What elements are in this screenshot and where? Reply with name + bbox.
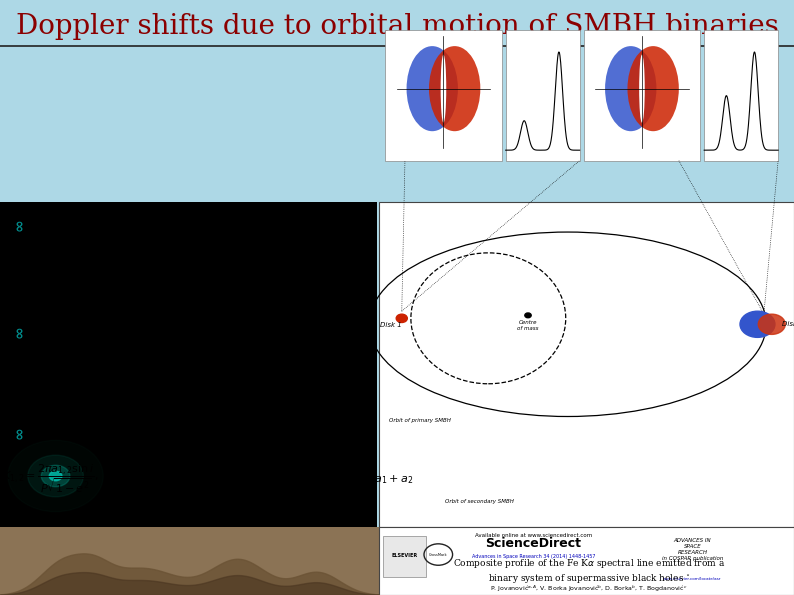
Ellipse shape (441, 55, 446, 123)
Text: ScienceDirect: ScienceDirect (486, 537, 581, 550)
Text: Composite profile of the Fe K$\alpha$ spectral line emitted from a
binary system: Composite profile of the Fe K$\alpha$ sp… (453, 558, 725, 585)
Circle shape (758, 314, 785, 334)
Text: $K_{1,2} = \dfrac{2\pi a_{1,2}\sin i}{P\sqrt{1-e^2}},$: $K_{1,2} = \dfrac{2\pi a_{1,2}\sin i}{P\… (2, 463, 98, 495)
Ellipse shape (627, 46, 679, 131)
Bar (584, 30, 700, 161)
Circle shape (525, 313, 531, 318)
Text: P. Jovanović$^{a,A}$, V. Borka Jovanović$^b$, D. Borka$^b$, T. Bogdanović$^c$: P. Jovanović$^{a,A}$, V. Borka Jovanović… (491, 584, 688, 594)
Text: Centre
of mass: Centre of mass (517, 321, 539, 331)
Ellipse shape (639, 55, 645, 123)
Text: $\boldsymbol{\infty}$: $\boldsymbol{\infty}$ (12, 220, 27, 233)
Circle shape (740, 311, 775, 337)
Text: $\boldsymbol{\infty}$: $\boldsymbol{\infty}$ (12, 428, 27, 441)
Circle shape (28, 455, 83, 497)
Text: Advances in Space Research 34 (2014) 1448-1457: Advances in Space Research 34 (2014) 144… (472, 553, 596, 559)
Ellipse shape (605, 46, 657, 131)
Text: Semiamplitudes:: Semiamplitudes: (44, 427, 160, 441)
Text: ADVANCES IN
SPACE
RESEARCH
in COSPAR publication: ADVANCES IN SPACE RESEARCH in COSPAR pub… (661, 538, 723, 561)
Text: ELSEVIER: ELSEVIER (391, 553, 418, 558)
Text: $V^{1,2}_{rad} = K_{1,2}\left[\cos(\theta+\omega) + e\cdot\cos\omega\right] + \g: $V^{1,2}_{rad} = K_{1,2}\left[\cos(\thet… (6, 358, 249, 380)
Text: Available online at www.sciencedirect.com: Available online at www.sciencedirect.co… (475, 533, 592, 538)
Bar (0, 527, 379, 595)
Text: $F(g) = F_1\!\left(\!\left[\dfrac{1}{g} - \dfrac{V_1^{rad}}{c}\right]^{\!-1}\!\r: $F(g) = F_1\!\left(\!\left[\dfrac{1}{g} … (6, 242, 264, 275)
Ellipse shape (407, 46, 458, 131)
Bar (379, 527, 794, 595)
Bar (385, 30, 502, 161)
Text: $M_1 a_1 = M_2 a_2, \quad a = a_1 + a_2$: $M_1 a_1 = M_2 a_2, \quad a = a_1 + a_2$ (270, 472, 413, 486)
Circle shape (396, 314, 407, 322)
Bar (379, 202, 794, 527)
Bar (506, 30, 580, 161)
Text: $\boldsymbol{\infty}$: $\boldsymbol{\infty}$ (12, 327, 27, 340)
Text: Disk 1: Disk 1 (380, 322, 402, 328)
Text: Composite line profiles:: Composite line profiles: (44, 219, 207, 233)
Text: Disk 2: Disk 2 (782, 321, 794, 327)
Text: $p^2 = \dfrac{4\pi^2 a^3}{G(M_1+M_2)},$: $p^2 = \dfrac{4\pi^2 a^3}{G(M_1+M_2)},$ (139, 464, 232, 494)
Text: Orbit of primary SMBH: Orbit of primary SMBH (389, 418, 451, 424)
Bar (0, 202, 377, 527)
Circle shape (41, 465, 70, 487)
Circle shape (8, 440, 103, 512)
Ellipse shape (429, 46, 480, 131)
Circle shape (49, 471, 62, 481)
Text: www.elsevier.com/locate/asr: www.elsevier.com/locate/asr (663, 577, 722, 581)
Text: Orbit of secondary SMBH: Orbit of secondary SMBH (445, 499, 514, 504)
Text: CrossMark: CrossMark (429, 553, 448, 556)
Bar (704, 30, 778, 161)
Text: Doppler shifts due to orbital motion of SMBH binaries: Doppler shifts due to orbital motion of … (16, 13, 778, 40)
Text: Keplerian radial velocity curves:: Keplerian radial velocity curves: (44, 326, 267, 340)
Bar (383, 536, 426, 577)
